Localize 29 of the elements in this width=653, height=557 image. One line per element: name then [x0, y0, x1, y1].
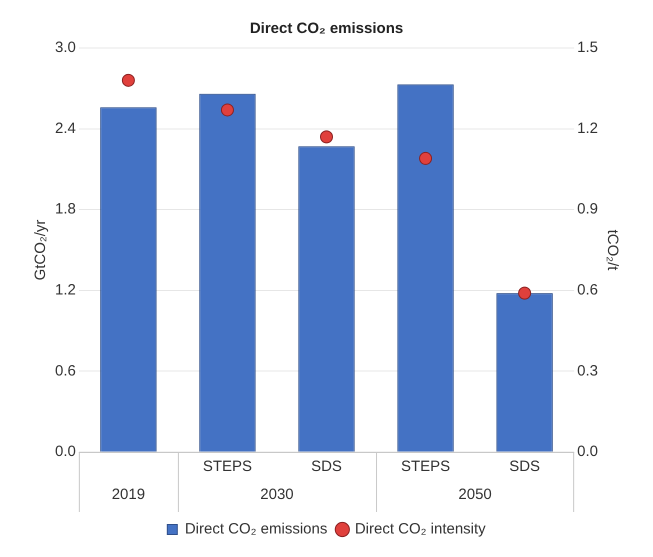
y-tick-label: 3.0 [54, 39, 76, 56]
point [518, 286, 532, 300]
y2-tick-label: 0.0 [577, 443, 598, 460]
x-tick-label: SDS [509, 458, 540, 476]
y2-tick-label: 0.3 [577, 362, 598, 380]
y-axis-title: GtCO₂/yr [32, 220, 50, 280]
text: 2019 [112, 486, 146, 504]
y2-tick-label: 0.9 [577, 200, 598, 218]
x-tick-label: STEPS [202, 458, 252, 476]
legend-label: Direct CO₂ emissions [184, 520, 328, 538]
point [419, 152, 432, 165]
text: 2050 [458, 486, 492, 504]
y2-tick-label: 0.6 [577, 282, 598, 299]
y-tick-label: 1.2 [54, 282, 76, 299]
point [220, 103, 234, 116]
y2-tick-label: 1.2 [577, 120, 598, 137]
y-tick-label: 0.6 [54, 362, 76, 380]
text: 2030 [260, 486, 294, 504]
point [122, 74, 135, 87]
y-tick-label: 2.4 [54, 120, 76, 137]
legend-label: Direct CO₂ intensity [354, 520, 486, 538]
y2-axis-title: tCO₂/t [604, 230, 621, 272]
x-tick-label: SDS [311, 458, 342, 476]
chart-title: Direct CO₂ emissions [250, 20, 404, 38]
y2-tick-label: 1.5 [577, 39, 598, 56]
y-tick-label: 0.0 [54, 443, 76, 460]
point [320, 130, 333, 144]
x-tick-label: STEPS [400, 458, 450, 476]
y-tick-label: 1.8 [54, 200, 76, 218]
